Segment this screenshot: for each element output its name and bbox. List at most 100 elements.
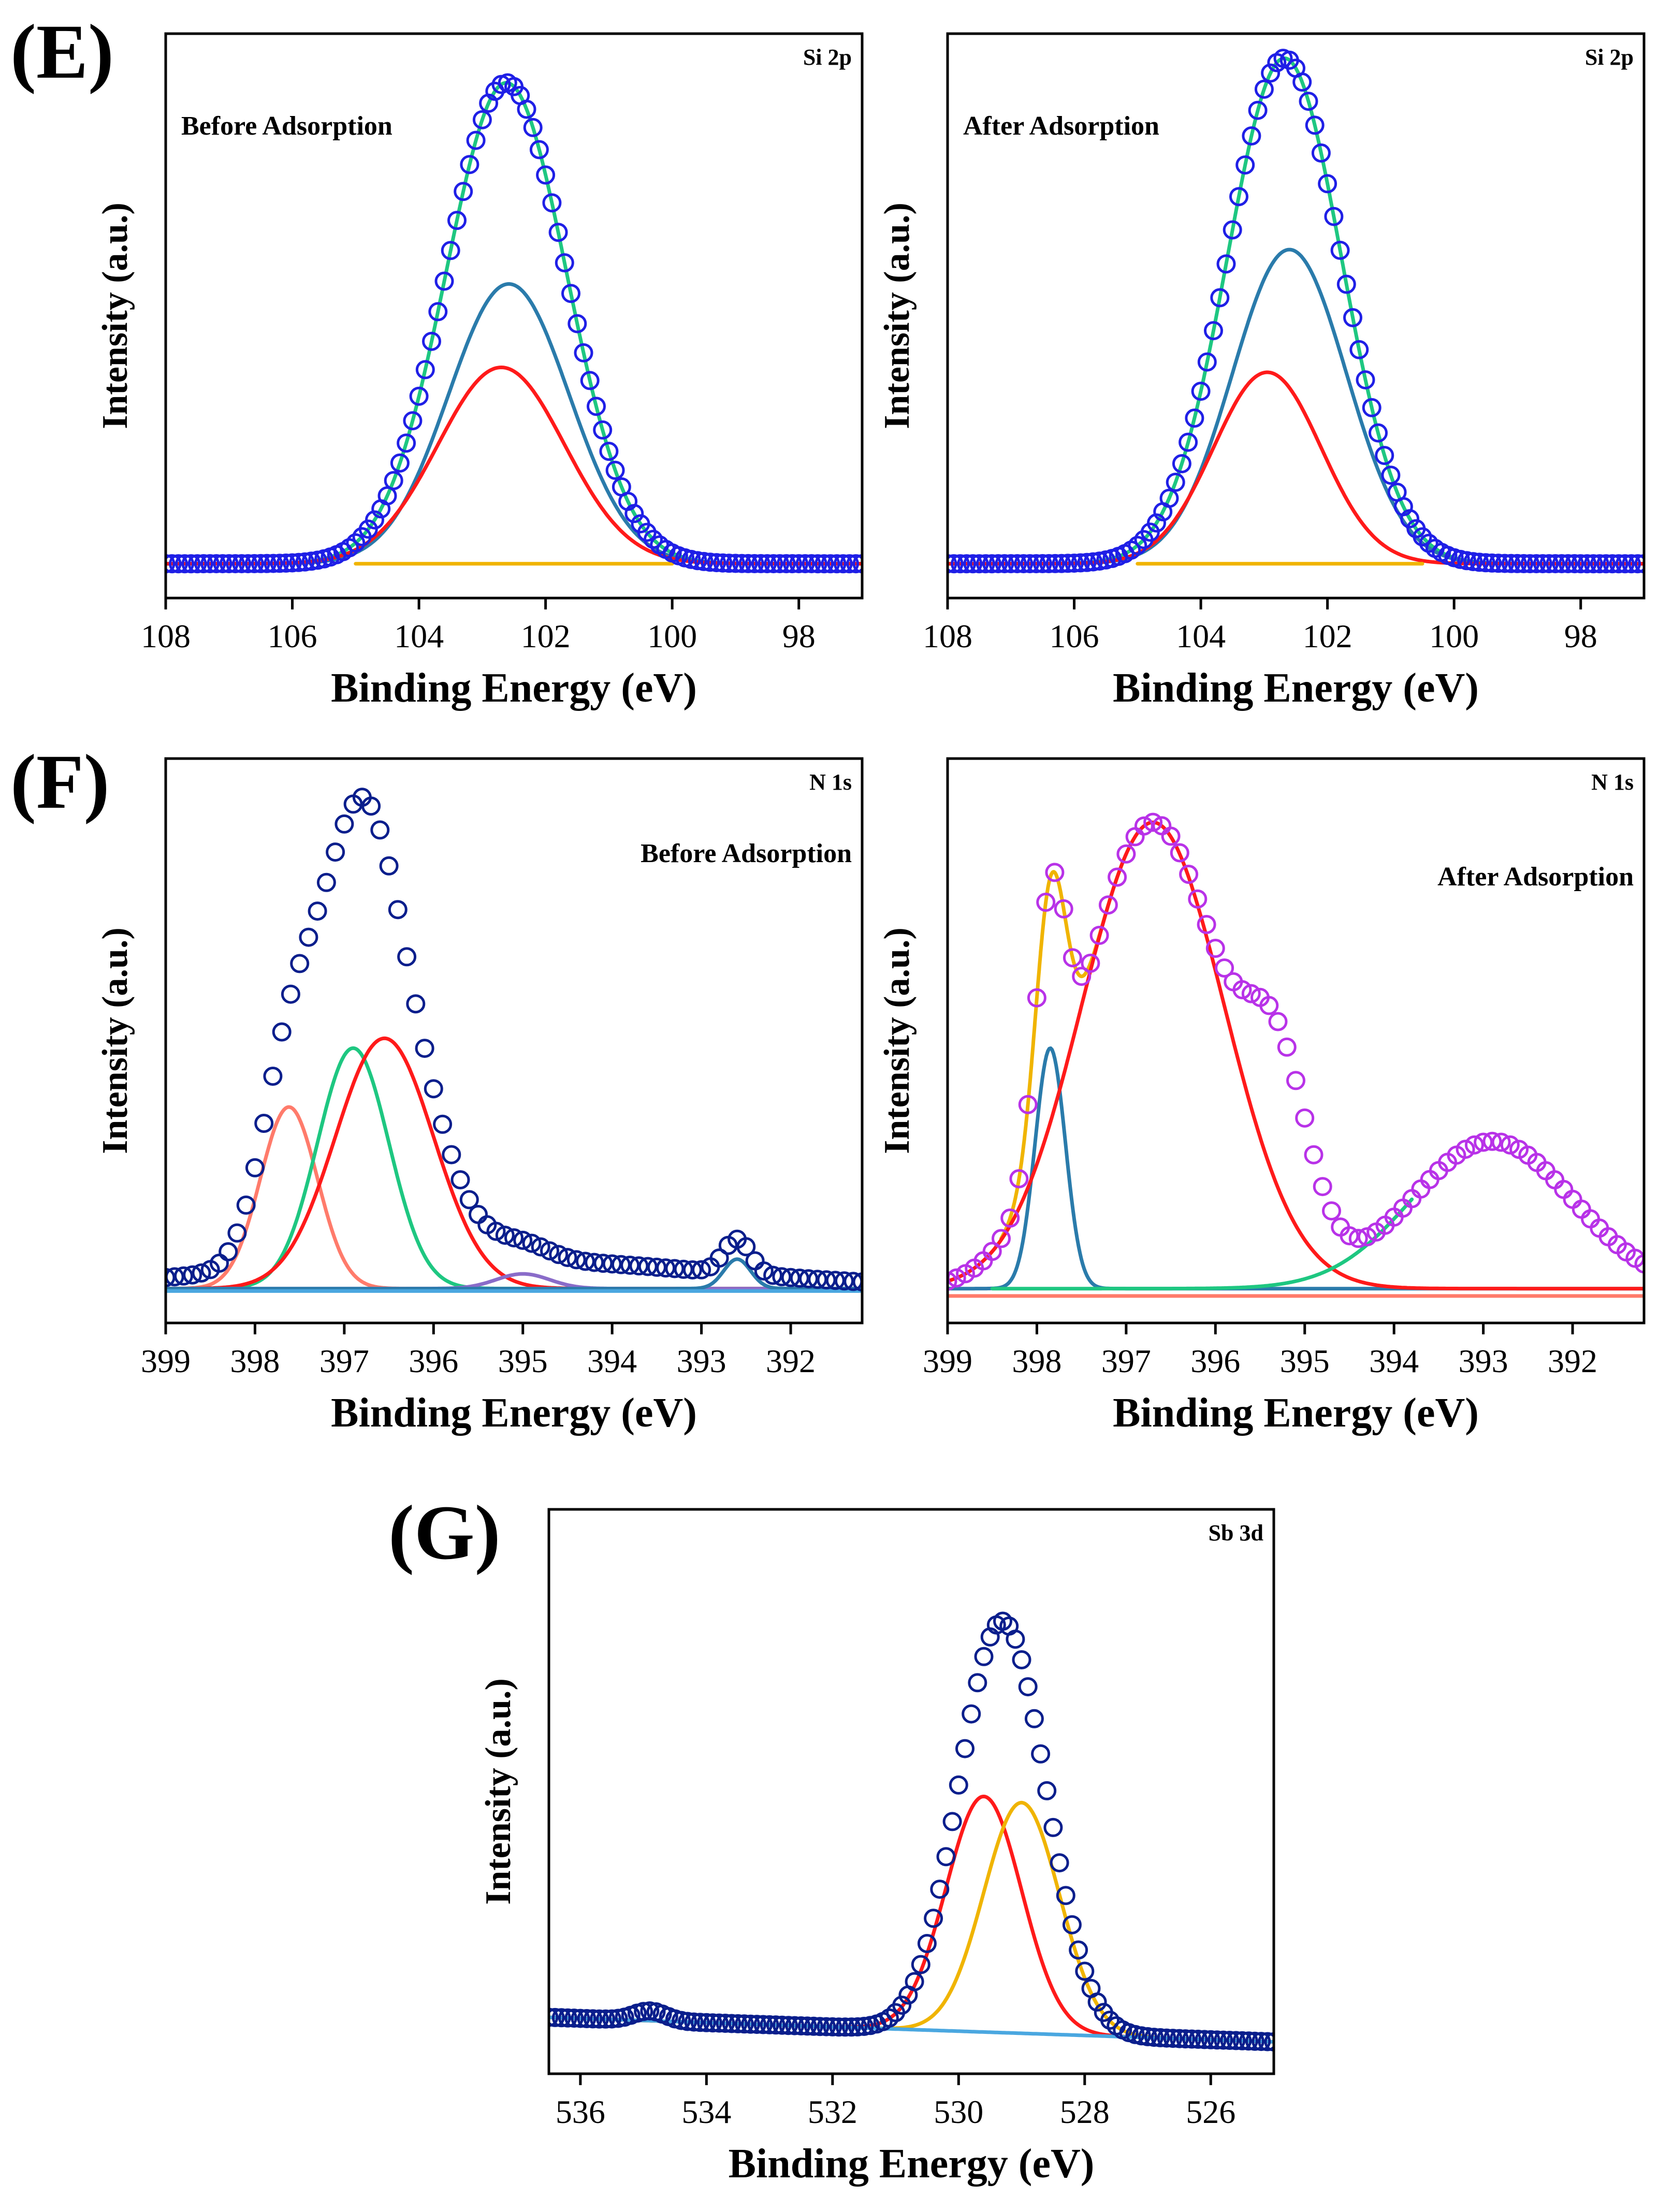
series-0-line (166, 81, 862, 566)
data-point (766, 2015, 786, 2035)
data-point (1018, 1095, 1038, 1114)
data-point (1058, 554, 1078, 573)
chart-title: N 1s (1591, 769, 1634, 795)
data-point (593, 1254, 613, 1273)
data-point (1348, 1229, 1368, 1248)
plot-area (948, 49, 1644, 574)
x-tick-label: 395 (1280, 1343, 1330, 1379)
series-4-line (166, 1257, 862, 1291)
data-point (1470, 552, 1489, 572)
data-point (988, 554, 1008, 574)
data-point (1144, 2028, 1164, 2047)
data-point (571, 2009, 590, 2028)
x-tick-label: 398 (230, 1343, 280, 1379)
data-point (835, 2017, 855, 2037)
data-point (948, 1271, 957, 1291)
data-point (232, 554, 252, 574)
data-point (1018, 1677, 1038, 1697)
data-point (433, 1114, 453, 1134)
data-point (447, 211, 467, 230)
data-point (415, 1039, 434, 1058)
data-point (316, 872, 336, 892)
data-point (549, 2007, 559, 2027)
data-point (1143, 812, 1163, 832)
data-point (1138, 2027, 1157, 2046)
data-point (522, 1233, 542, 1253)
x-tick-label: 530 (934, 2093, 983, 2130)
data-point (334, 814, 354, 834)
data-point (1235, 155, 1255, 175)
data-point (283, 553, 302, 573)
data-point (1083, 552, 1103, 572)
data-point (181, 554, 201, 574)
data-point (728, 2014, 748, 2033)
data-point (734, 2014, 754, 2034)
data-point (1056, 1886, 1075, 1905)
data-point (995, 554, 1014, 574)
data-point (684, 2012, 704, 2032)
data-point (1089, 925, 1109, 945)
data-point (602, 1254, 622, 1274)
x-tick-label: 104 (1176, 618, 1226, 654)
data-point (1039, 554, 1059, 573)
x-axis-label: Binding Energy (eV) (331, 1390, 697, 1436)
data-point (1268, 1012, 1288, 1031)
data-point (1201, 2030, 1220, 2049)
data-point (1054, 899, 1073, 919)
panel-label-g: (G) (388, 1490, 501, 1576)
data-point (200, 554, 220, 574)
data-point (568, 314, 587, 333)
data-point (244, 554, 264, 573)
data-point (1036, 893, 1056, 912)
x-tick-label: 394 (1369, 1343, 1419, 1379)
data-point (678, 2012, 697, 2031)
data-point (955, 1739, 975, 1758)
data-point (290, 954, 310, 973)
data-point (1000, 1209, 1020, 1228)
data-point (384, 471, 403, 490)
data-point (948, 554, 964, 574)
data-point (1172, 454, 1191, 473)
x-tick-label: 392 (766, 1343, 816, 1379)
data-point (459, 1190, 479, 1210)
data-point (620, 1256, 640, 1275)
data-point (1299, 92, 1318, 111)
data-point (754, 1261, 774, 1281)
data-point (1577, 554, 1597, 574)
data-point (1369, 423, 1388, 443)
data-point (1108, 867, 1127, 887)
plot-frame (164, 32, 864, 600)
x-tick-label: 104 (394, 618, 444, 654)
chart-si2p-after: 108 106 104 102 100 98 Binding Energy (eV) Inte… (877, 32, 1646, 711)
data-point (466, 130, 486, 150)
data-point (1457, 551, 1477, 571)
data-point (1075, 1961, 1095, 1981)
data-point (1197, 352, 1217, 372)
data-point (745, 554, 764, 573)
data-point (251, 554, 270, 573)
data-point (434, 271, 454, 291)
data-point (640, 2001, 660, 2021)
data-point (852, 554, 862, 574)
data-point (580, 371, 600, 390)
data-point (1026, 554, 1046, 574)
data-point (797, 2016, 817, 2036)
data-point (397, 433, 416, 453)
data-point (772, 1267, 792, 1287)
data-point (745, 1251, 765, 1271)
data-point (1159, 488, 1179, 508)
chart-n1s-after: 399 398 397 396 395 394 393 392 Binding Energy (… (877, 757, 1646, 1436)
y-axis-label: Intensity (a.u.) (877, 202, 917, 429)
data-point (682, 1260, 702, 1279)
x-tick-label: 396 (409, 1343, 458, 1379)
data-point (1195, 2030, 1214, 2049)
data-point (281, 984, 300, 1004)
data-point (1012, 1650, 1031, 1669)
data-point (536, 165, 556, 185)
data-point (390, 453, 410, 473)
data-point (194, 554, 213, 574)
data-point (1634, 554, 1644, 574)
data-point (611, 1255, 631, 1274)
data-point (219, 1242, 238, 1261)
data-point (738, 554, 758, 573)
